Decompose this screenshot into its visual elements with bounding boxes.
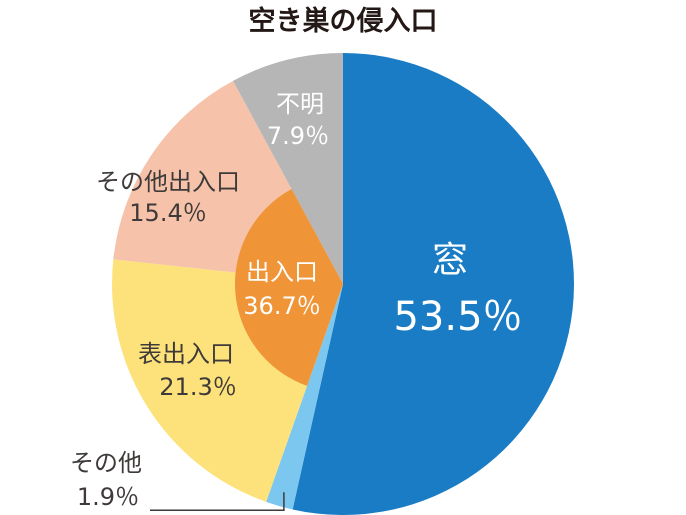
slice-label-その他: その他 [70,449,142,477]
slice-value-その他出入口: 15.4％ [129,199,206,227]
slice-label-窓: 窓 [432,240,468,281]
slice-label-その他出入口: その他出入口 [96,168,240,196]
slice-value-表出入口: 21.3％ [159,373,236,401]
slice-label-不明: 不明 [276,90,324,118]
slice-value-その他: 1.9％ [77,483,139,511]
slice-その他 [266,284,343,510]
slice-窓 [292,53,574,515]
slice-不明 [232,53,343,284]
slice-value-不明: 7.9％ [267,122,329,150]
slice-group-出入口 [235,189,343,386]
slice-value-窓: 53.5％ [393,294,522,340]
slice-label-表出入口: 表出入口 [138,340,234,368]
leader-line-その他-bend [150,492,285,512]
chart-title: 空き巣の侵入口 [249,5,438,37]
group-label-出入口: 出入口 [246,258,318,286]
group-value-出入口: 36.7％ [243,292,320,320]
